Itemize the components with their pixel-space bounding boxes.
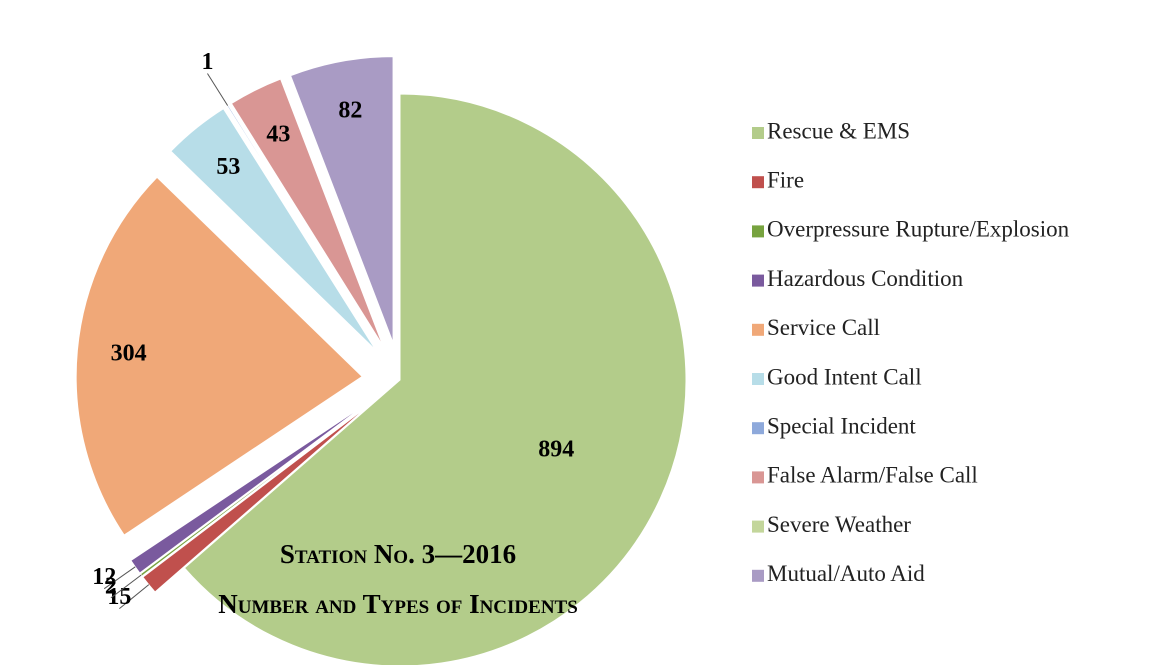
legend-swatch xyxy=(752,569,764,582)
data-label: 2 xyxy=(105,573,117,599)
legend-swatch xyxy=(752,225,764,238)
legend-label: Severe Weather xyxy=(767,512,911,537)
chart-title: Station No. 3—2016 xyxy=(280,539,516,569)
pie-slice xyxy=(170,107,377,351)
legend-swatch xyxy=(752,520,764,533)
leader-line xyxy=(103,566,136,590)
pie xyxy=(75,56,687,665)
legend-swatch xyxy=(752,471,764,484)
data-label: 82 xyxy=(338,98,362,124)
pie-slice xyxy=(230,78,384,347)
data-label: 894 xyxy=(538,437,574,463)
legend-swatch xyxy=(752,127,764,139)
legend-label: Hazardous Condition xyxy=(767,266,964,291)
pie-slice xyxy=(75,176,363,536)
data-label: 43 xyxy=(266,122,290,148)
chart-subtitle: Number and Types of Incidents xyxy=(218,589,578,619)
legend-swatch xyxy=(752,422,764,435)
pie-slice xyxy=(183,93,687,665)
legend-swatch xyxy=(752,373,764,385)
data-label: 53 xyxy=(216,154,240,180)
legend-swatch xyxy=(752,274,764,287)
pie-slice xyxy=(289,56,394,343)
legend-label: Rescue & EMS xyxy=(767,118,910,143)
legend-label: Service Call xyxy=(767,315,880,340)
legend-label: Overpressure Rupture/Explosion xyxy=(767,217,1070,242)
legend-label: Good Intent Call xyxy=(767,364,922,389)
legend-swatch xyxy=(752,176,764,189)
legend-label: Fire xyxy=(767,167,804,192)
leader-line xyxy=(207,73,229,106)
data-label: 12 xyxy=(92,564,116,590)
legend-swatch xyxy=(752,323,764,336)
leader-line xyxy=(110,574,142,599)
legend-label: Mutual/Auto Aid xyxy=(767,561,925,586)
pie-slice xyxy=(226,104,381,349)
legend-label: False Alarm/False Call xyxy=(767,463,978,488)
legend: Rescue & EMS Fire Overpressure Rupture/Exp… xyxy=(752,118,1070,586)
leader-line xyxy=(119,584,150,610)
data-label: 304 xyxy=(111,341,147,367)
data-label: 1 xyxy=(201,49,213,75)
legend-label: Special Incident xyxy=(767,413,916,438)
